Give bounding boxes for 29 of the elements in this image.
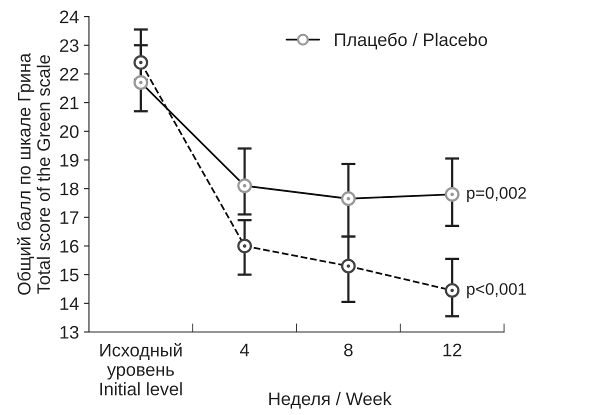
y-tick-label: 18 [60,182,78,196]
y-tick-label: 24 [60,10,79,24]
x-tick-label: 4 [240,344,250,356]
x-tick-label: Исходный уровень Initial level [100,342,182,396]
point [237,238,252,254]
point [444,187,460,202]
y-tick-label: 19 [60,154,78,167]
y-axis-title: Общий балл по шкале Грина Total score of the Green scale [16,52,50,295]
point [341,258,356,274]
y-tick-label: 20 [60,125,79,138]
annotation: p=0,002 [467,187,526,202]
y-tick-label: 15 [60,268,78,282]
point [133,55,148,70]
y-tick-label: 17 [60,211,78,224]
x-tick-label: 8 [344,344,353,356]
point [341,191,356,206]
y-tick-label: 13 [60,326,78,339]
y-tick-label: 21 [60,96,78,110]
y-tick-label: 16 [60,240,78,253]
x-axis-title: Неделя / Week [269,392,392,409]
y-tick-label: 23 [60,39,78,52]
x-tick-label: 12 [444,344,462,356]
point [444,283,460,298]
y-tick-label: 22 [60,68,78,80]
point [133,75,148,90]
legend-label: Плацебо / Placebo [335,32,488,50]
y-tick-label: 14 [60,297,79,310]
point [237,178,252,194]
annotation: p<0,001 [467,283,526,298]
